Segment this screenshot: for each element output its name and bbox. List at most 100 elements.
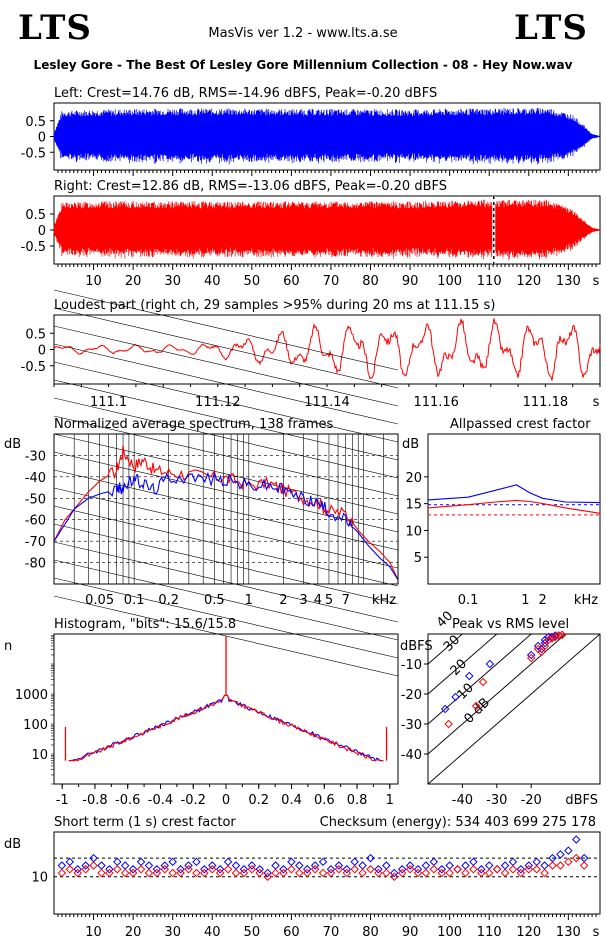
short-term-crest-title: Short term (1 s) crest factor [54, 815, 236, 830]
peak-vs-rms-ytick-label: -40 [401, 748, 422, 763]
short-term-crest-xtick-label: 40 [204, 925, 221, 940]
peak-vs-rms-point-right [537, 647, 546, 657]
short-term-crest-point-left [564, 846, 573, 855]
short-term-crest-point-left [461, 861, 470, 870]
spectrum-ytick-label: -30 [25, 449, 46, 464]
short-term-crest-point-left [556, 850, 565, 859]
short-term-crest-xtick-label: 80 [362, 925, 379, 940]
short-term-crest-point-left [540, 861, 549, 870]
short-term-crest-point-right [350, 865, 359, 874]
short-term-crest-point-right [310, 865, 320, 874]
loudest-part-signal [53, 318, 601, 381]
right-waveform-xtick-label: 40 [204, 274, 221, 289]
short-term-crest-point-left [492, 865, 502, 874]
short-term-crest-point-right [524, 865, 534, 874]
peak-vs-rms-xunit-label: dBFS [565, 793, 598, 808]
short-term-crest-point-right [176, 868, 185, 878]
peak-vs-rms-ytick-label: -10 [401, 658, 422, 673]
spectrum-frame [53, 433, 399, 585]
short-term-crest-point-right [223, 865, 233, 874]
short-term-crest-point-right [184, 865, 193, 874]
short-term-crest-point-right [128, 868, 138, 878]
short-term-crest-point-right [492, 865, 502, 874]
spectrum-xtick-label: 0.1 [124, 593, 145, 608]
spectrum-diagonal [53, 469, 399, 551]
spectrum-series-right [54, 445, 398, 580]
short-term-crest-point-left [295, 861, 304, 870]
short-term-crest-point-right [144, 868, 154, 878]
spectrum-ytick-label: -40 [25, 471, 46, 486]
short-term-crest-point-right [247, 865, 257, 874]
short-term-crest-point-right [421, 868, 431, 878]
right-waveform-title: Right: Crest=12.86 dB, RMS=-13.06 dBFS, … [54, 179, 447, 194]
peak-vs-rms-point-left [451, 692, 460, 702]
short-term-crest-xtick-label: 120 [516, 925, 541, 940]
allpassed-crest-series-left [427, 484, 601, 504]
spectrum-diagonal [53, 379, 399, 461]
peak-vs-rms-point-right [526, 653, 536, 663]
right-waveform-xtick-label: s [593, 274, 600, 289]
spectrum-diagonal [53, 577, 399, 659]
app-title: MasVis ver 1.2 - www.lts.a.se [208, 26, 398, 41]
spectrum-diagonal [53, 541, 399, 623]
right-waveform-ytick-label: -0.5 [21, 240, 46, 255]
short-term-crest-point-right [579, 861, 589, 870]
spectrum-ytick-label: -70 [25, 535, 46, 550]
histogram-xtick-label: 0.6 [314, 793, 335, 808]
right-waveform-xtick-label: 100 [437, 274, 462, 289]
peak-vs-rms-frame [427, 633, 601, 785]
short-term-crest-point-right [279, 868, 288, 878]
short-term-crest-point-left [168, 857, 177, 867]
spectrum-diagonal [53, 343, 399, 425]
short-term-crest-point-left [453, 865, 462, 874]
short-term-crest-xtick-label: 70 [323, 925, 340, 940]
histogram-ylabel: n [4, 639, 12, 654]
short-term-crest-point-right [73, 868, 82, 878]
short-term-crest-point-left [445, 861, 454, 870]
short-term-crest-point-right [516, 868, 526, 878]
spectrum-xtick-label: 2 [279, 593, 287, 608]
histogram-xtick-label: -1 [56, 793, 69, 808]
lts-logo-left: LTS [18, 8, 92, 48]
peak-vs-rms-point-right [544, 635, 553, 645]
spectrum-ylabel: dB [4, 437, 21, 452]
histogram-xtick-label: 1 [386, 793, 394, 808]
histogram-ytick-label: 1000 [15, 688, 48, 703]
short-term-crest-point-left [89, 853, 98, 863]
short-term-crest-point-left [65, 857, 75, 867]
short-term-crest-point-right [397, 868, 407, 878]
short-term-crest-point-left [271, 861, 280, 870]
short-term-crest-point-right [382, 868, 391, 878]
spectrum-diagonal [53, 523, 399, 605]
allpassed-crest-xtick-label: 1 [521, 593, 529, 608]
peak-vs-rms-ytick-label: -20 [401, 688, 422, 703]
spectrum-diagonal [53, 433, 399, 515]
right-waveform-xtick-label: 90 [402, 274, 419, 289]
histogram-xtick-label: 0 [222, 793, 230, 808]
peak-vs-rms-xtick-label: -40 [452, 793, 473, 808]
histogram-xtick-label: -0.4 [148, 793, 173, 808]
short-term-crest-point-right [477, 868, 486, 878]
allpassed-crest-xtick-label: kHz [574, 593, 598, 608]
spectrum-series-left [54, 471, 398, 580]
short-term-crest-point-right [334, 865, 344, 874]
loudest-part-xtick-label: 111.14 [304, 395, 350, 410]
short-term-crest-point-left [469, 857, 478, 867]
short-term-crest-point-left [508, 857, 518, 867]
loudest-part-xtick-label: 111.18 [523, 395, 569, 410]
short-term-crest-point-left [97, 861, 106, 870]
short-term-crest-point-right [65, 865, 75, 874]
left-waveform-signal [53, 107, 600, 165]
short-term-crest-point-left [572, 835, 581, 844]
histogram-ytick-label: 100 [23, 718, 48, 733]
short-term-crest-point-left [429, 857, 439, 867]
allpassed-crest-ytick-label: 20 [405, 471, 422, 486]
left-waveform-ytick-label: -0.5 [21, 146, 46, 161]
short-term-crest-point-right [200, 868, 209, 878]
short-term-crest-point-right [271, 868, 280, 878]
left-waveform-ytick-label: 0 [38, 131, 46, 146]
short-term-crest-point-right [152, 868, 162, 878]
peak-vs-rms-point-left [485, 659, 495, 669]
loudest-part-title: Loudest part (right ch, 29 samples >95% … [54, 298, 495, 313]
spectrum-ytick-label: -60 [25, 514, 46, 529]
